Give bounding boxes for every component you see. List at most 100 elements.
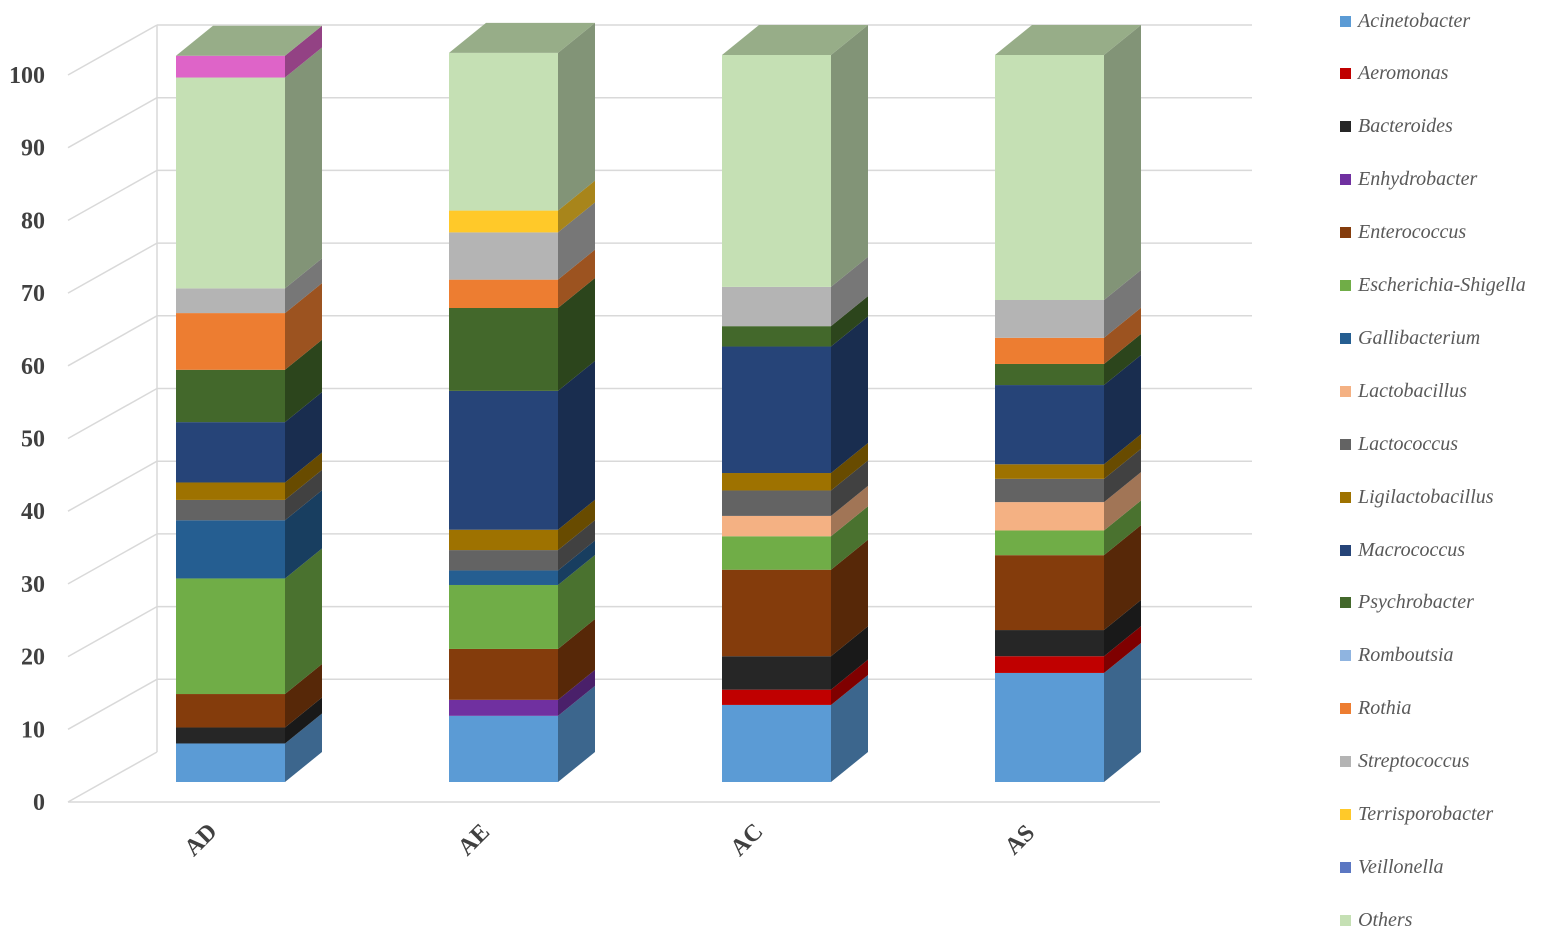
grid-diagonal <box>67 751 158 803</box>
legend-item: Macrococcus <box>1340 535 1465 565</box>
x-tick-label: AE <box>453 819 495 861</box>
bar-segment-side <box>831 443 868 491</box>
grid-diagonal <box>67 242 158 294</box>
bar-segment-side <box>1104 333 1141 386</box>
bar-segment-side <box>285 697 322 744</box>
bar-segment <box>449 715 558 782</box>
y-tick-label: 80 <box>21 208 45 234</box>
legend-item: Escherichia-Shigella <box>1340 271 1526 301</box>
bar-segment <box>722 346 831 474</box>
bar-segment-side <box>1104 355 1141 465</box>
bar-segment-side <box>285 47 322 289</box>
bar-segment-side <box>285 664 322 728</box>
legend-swatch <box>1340 650 1351 662</box>
y-tick-label: 40 <box>21 499 45 525</box>
bar-segment <box>995 656 1104 673</box>
bar-segment-side <box>285 713 322 782</box>
legend-swatch <box>1340 544 1351 556</box>
bar-segment <box>176 578 285 695</box>
legend-label: Lactobacillus <box>1358 379 1467 402</box>
bar-segment <box>176 482 285 500</box>
bar-segment <box>722 473 831 491</box>
bar-segment-side <box>558 540 595 585</box>
bar-segment-side <box>558 554 595 649</box>
legend-swatch <box>1340 68 1351 80</box>
bar-segment-side <box>1104 525 1141 631</box>
bar-segment-side <box>831 539 868 657</box>
x-axis-ticks: AD AE AC AS <box>180 819 1040 862</box>
bar-segment <box>449 390 558 530</box>
bar-segment-side <box>1104 448 1141 503</box>
legend-item: Enterococcus <box>1340 218 1466 248</box>
bar-segment-side <box>831 674 868 782</box>
legend-item: Ligilactobacillus <box>1340 482 1494 512</box>
bar-segment <box>449 550 558 571</box>
legend-swatch <box>1340 914 1351 926</box>
legend-label: Ligilactobacillus <box>1358 485 1494 508</box>
bar-segment <box>449 570 558 585</box>
bar-top-face <box>995 25 1141 55</box>
legend-swatch <box>1340 438 1351 450</box>
bar-segment <box>176 55 285 78</box>
bar-stack-as <box>995 25 1141 782</box>
legend-label: Escherichia-Shigella <box>1358 274 1526 296</box>
x-tick-label: AS <box>1000 820 1040 860</box>
bar-segment-side <box>1104 642 1141 782</box>
bar-segment <box>995 337 1104 364</box>
bar-segment-side <box>1104 269 1141 338</box>
bar-stack-ad <box>176 25 322 782</box>
bar-segment <box>176 288 285 314</box>
y-tick-label: 90 <box>21 136 45 162</box>
bar-segment-side <box>285 490 322 579</box>
grid-diagonal <box>67 97 158 149</box>
legend-label: Macrococcus <box>1358 538 1465 561</box>
legend-item: Streptococcus <box>1340 747 1469 777</box>
bar-segment-side <box>831 25 868 287</box>
y-tick-label: 60 <box>21 354 45 380</box>
legend-item: Lactobacillus <box>1340 376 1467 406</box>
y-tick-label: 50 <box>21 427 45 453</box>
legend-swatch <box>1340 121 1351 133</box>
bar-segment <box>449 210 558 233</box>
bar-segment <box>176 743 285 782</box>
bar-segment <box>995 630 1104 657</box>
grid-diagonal <box>67 605 158 658</box>
bar-segment-side <box>1104 25 1141 300</box>
x-tick-label: AD <box>180 819 223 862</box>
legend-item: Bacteroides <box>1340 112 1453 142</box>
bar-segment <box>449 52 558 211</box>
bar-segment <box>449 584 558 649</box>
bar-segment <box>176 369 285 423</box>
bar-segment-side <box>558 618 595 700</box>
legend-swatch <box>1340 756 1351 768</box>
legend-swatch <box>1340 385 1351 397</box>
bar-segment-side <box>831 256 868 327</box>
bar-segment-side <box>558 202 595 280</box>
y-tick-label: 20 <box>21 645 45 671</box>
grid-diagonal <box>67 387 158 440</box>
legend-swatch <box>1340 861 1351 873</box>
bar-segment <box>995 299 1104 338</box>
legend-label: Gallibacterium <box>1358 326 1481 349</box>
y-tick-label: 10 <box>21 717 45 743</box>
grid-diagonal <box>67 460 158 512</box>
bar-segment-side <box>558 669 595 716</box>
bar-segment-side <box>831 485 868 537</box>
bar-segment-side <box>831 296 868 347</box>
bar-segment <box>722 326 831 347</box>
grid-diagonal <box>67 169 158 222</box>
bar-segment <box>995 363 1104 386</box>
legend-label: Bacteroides <box>1358 115 1453 138</box>
bar-segment <box>995 385 1104 465</box>
bar-segment <box>722 689 831 705</box>
bar-segment-side <box>1104 600 1141 657</box>
bar-segment <box>995 502 1104 531</box>
bar-segment-side <box>831 460 868 516</box>
bar-segment-side <box>285 339 322 423</box>
bar-segment-side <box>558 360 595 530</box>
legend-label: Romboutsia <box>1358 644 1454 667</box>
bar-segment <box>995 672 1104 782</box>
bar-segment <box>995 55 1104 300</box>
bar-segment-side <box>1104 500 1141 556</box>
legend-label: Others <box>1358 908 1413 931</box>
